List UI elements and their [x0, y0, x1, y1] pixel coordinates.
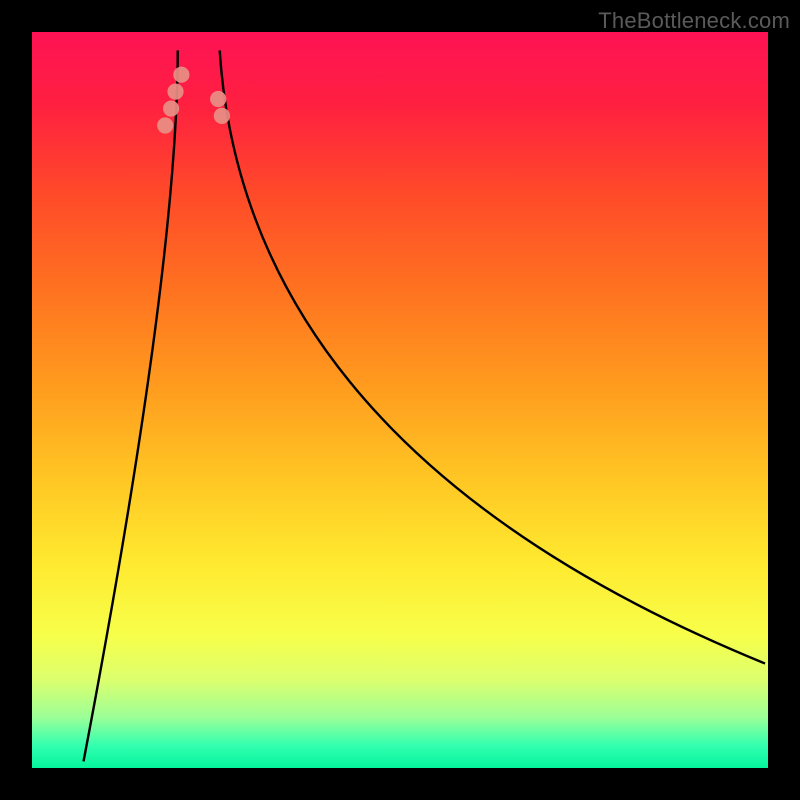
marker-point [214, 108, 230, 124]
bottleneck-curve-left [84, 50, 178, 761]
marker-point [210, 91, 226, 107]
marker-cluster [157, 67, 230, 134]
watermark-text: TheBottleneck.com [598, 8, 790, 34]
marker-point [173, 67, 189, 83]
marker-point [163, 100, 179, 116]
plot-area [32, 32, 768, 768]
curves-layer [32, 32, 768, 768]
marker-point [167, 84, 183, 100]
bottleneck-curve-right [220, 50, 765, 663]
marker-point [157, 117, 173, 133]
chart-container: TheBottleneck.com [0, 0, 800, 800]
